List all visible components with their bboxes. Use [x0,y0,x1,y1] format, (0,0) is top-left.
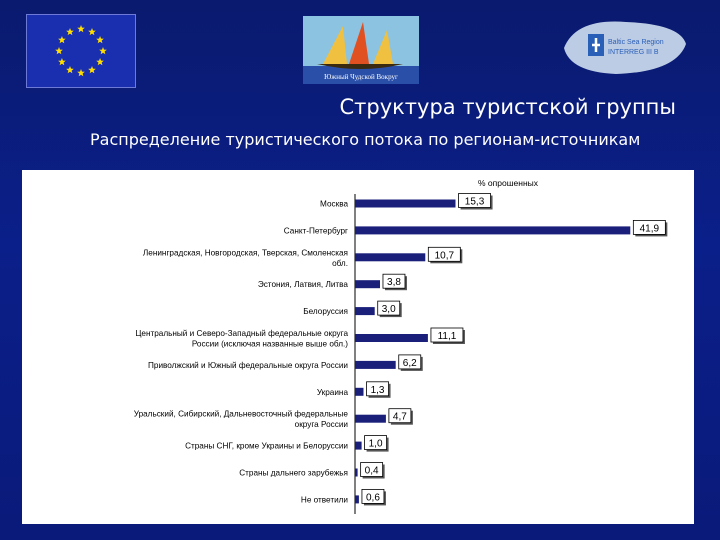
eu-star-icon [88,66,96,74]
bar [355,387,364,396]
bar [355,253,426,262]
eu-star-icon [66,66,74,74]
value-label-box [366,381,389,397]
eu-star-icon [77,25,85,33]
bar [355,199,456,208]
eu-star-icon [77,69,85,77]
value-label-box [458,193,491,208]
value-label: 1,3 [371,385,385,396]
value-label-box [377,300,401,316]
category-label: Украина [317,388,349,397]
value-label: 11,1 [438,331,457,342]
value-label-box [632,220,666,235]
eu-flag-logo [26,14,136,88]
eu-star-icon [96,36,104,44]
bar [355,307,375,316]
value-label-box [382,273,406,289]
category-label: Эстония, Латвия, Литва [258,280,349,289]
value-label: 1,0 [369,439,383,450]
value-label: 15,3 [465,197,485,208]
chart-panel: % опрошенных Москва 15,3 Санкт-Петербург 41,… [22,170,694,524]
value-label: 3,0 [382,304,396,315]
bar [355,495,359,504]
bar [355,334,428,342]
value-label: 0,6 [366,492,380,503]
category-label: Не ответили [301,495,348,504]
page-title: Структура туристской группы [339,95,676,119]
bar [355,280,380,289]
project-logo: Южный Чудской Вокруг [303,16,419,84]
value-label: 4,7 [393,412,407,423]
category-label: Белоруссия [303,307,348,316]
category-label: обл. [332,259,348,268]
interreg-logo: Baltic Sea Region INTERREG III B [556,14,692,80]
category-label: Центральный и Северо-Западный федеральны… [135,329,348,338]
value-label-box [388,408,412,424]
category-label: Страны дальнего зарубежья [239,469,348,478]
bar [355,360,396,369]
value-label-box [398,354,422,370]
eu-star-icon [58,36,66,44]
eu-star-icon [99,47,107,55]
category-label: Страны СНГ, кроме Украины и Белоруссии [185,442,348,451]
value-label: 0,4 [365,466,379,477]
category-label: округа России [295,420,348,429]
category-label: Уральский, Сибирский, Дальневосточный фе… [134,410,349,419]
ship-logo-icon: Южный Чудской Вокруг [303,16,419,84]
eu-star-icon [58,58,66,66]
value-label-box [430,327,464,343]
value-label-box [427,246,461,262]
category-label: Ленинградская, Новгородская, Тверская, С… [143,248,348,257]
bar [355,441,362,450]
category-label: России (исключая названные выше обл.) [192,340,348,349]
chart-unit-label: % опрошенных [478,178,539,188]
bar [355,414,386,423]
category-label: Санкт-Петербург [284,226,348,235]
interreg-logo-icon: Baltic Sea Region INTERREG III B [564,21,686,74]
category-label: Москва [320,200,348,209]
bar [355,226,631,235]
interreg-text-1: Baltic Sea Region [608,39,664,46]
bar-chart: % опрошенных Москва 15,3 Санкт-Петербург 41,… [134,178,668,514]
bar [355,468,358,477]
value-label-box [361,488,385,504]
category-label: Приволжский и Южный федеральные округа Р… [148,361,348,370]
eu-star-icon [88,27,96,36]
interreg-text-2: INTERREG III B [608,49,659,56]
eu-stars-icon [55,25,107,77]
eu-star-icon [66,27,74,36]
value-label: 41,9 [640,223,660,234]
value-label: 6,2 [403,358,417,369]
eu-star-icon [55,47,63,55]
value-label: 10,7 [435,250,455,261]
value-label-box [364,435,387,451]
project-logo-text: Южный Чудской Вокруг [324,73,398,81]
eu-star-icon [96,58,104,66]
page-subtitle: Распределение туристического потока по р… [90,130,641,149]
value-label-box [360,462,384,477]
value-label: 3,8 [387,277,401,288]
